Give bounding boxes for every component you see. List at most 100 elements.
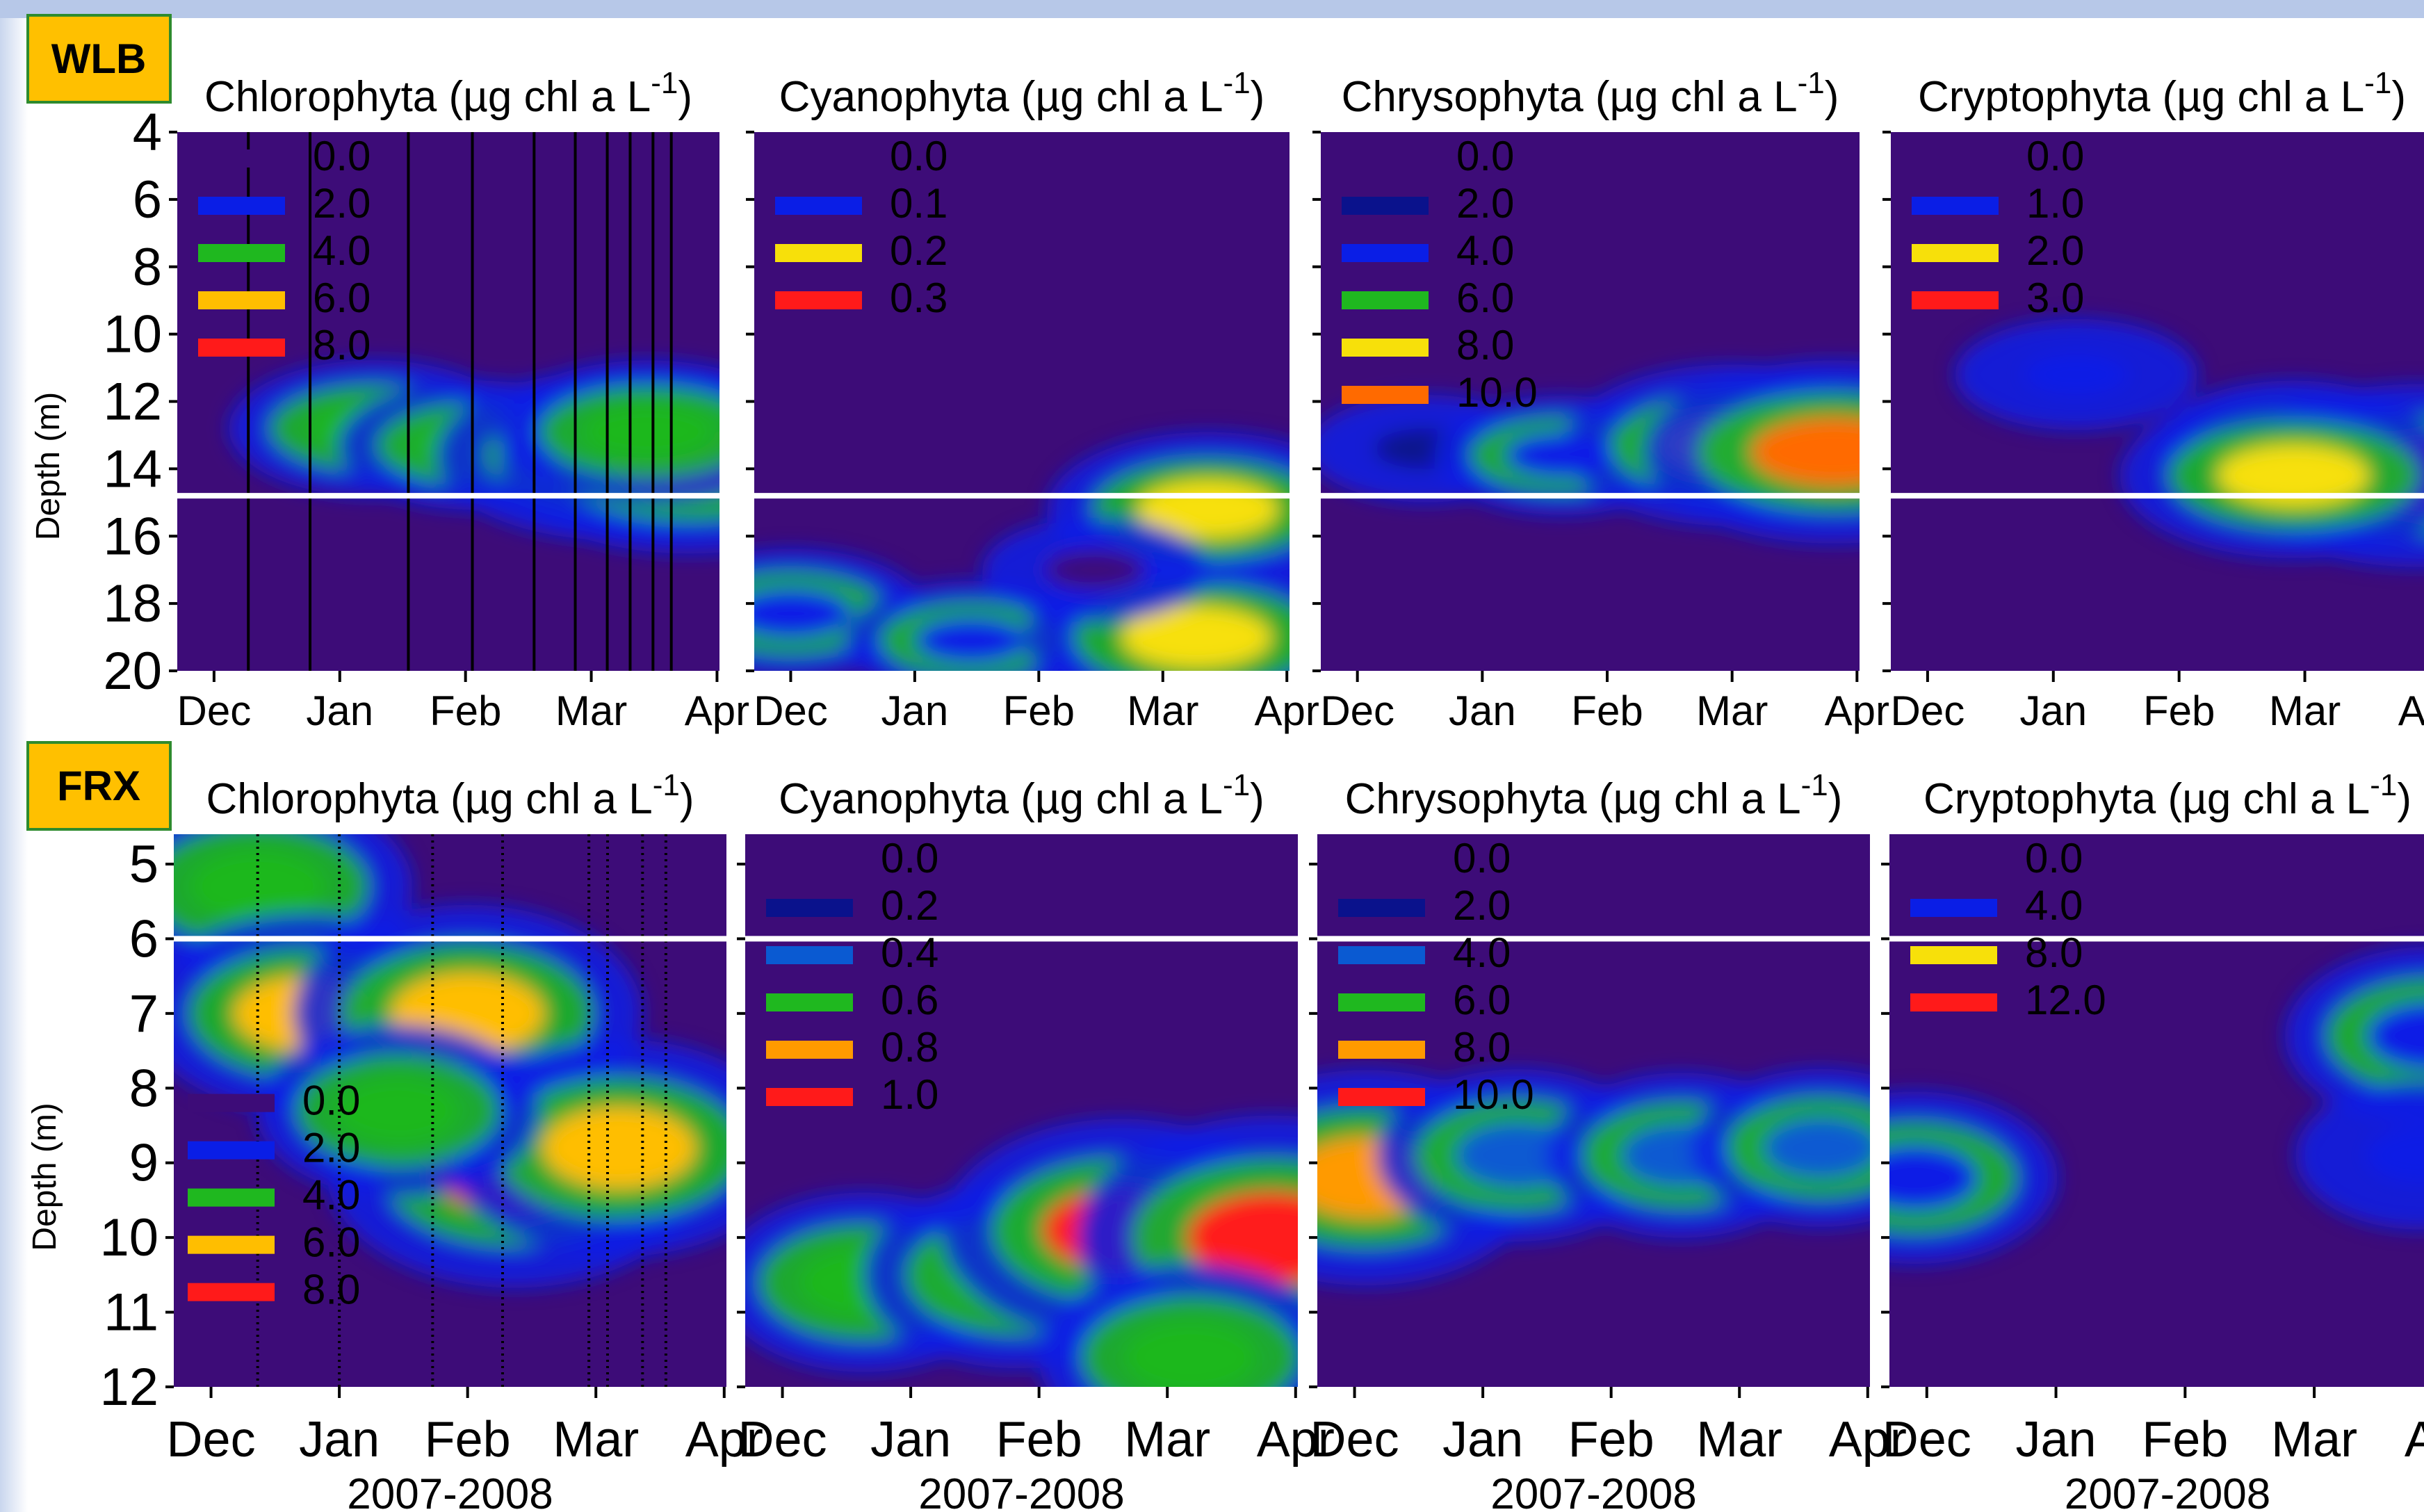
legend-label: 4.0 [1456, 227, 1514, 274]
panel-title-superscript: -1 [2370, 768, 2397, 802]
y-tick-label: 6 [133, 170, 162, 229]
legend-swatch [198, 339, 285, 357]
legend-label: 0.4 [881, 929, 938, 976]
legend-swatch [1338, 899, 1425, 917]
legend-swatch [1912, 149, 1999, 168]
legend-label: 6.0 [1456, 275, 1514, 321]
site-label-box-wlb [26, 14, 172, 104]
panel-title-superscript: -1 [1223, 66, 1251, 100]
legend-label: 0.6 [881, 977, 938, 1023]
site-label-frx: FRX [57, 763, 140, 809]
x-tick-label: Jan [299, 1412, 380, 1468]
legend-swatch [775, 244, 862, 262]
legend-swatch [1912, 291, 1999, 309]
legend-label: 12.0 [2025, 977, 2106, 1023]
legend-swatch [766, 852, 853, 870]
x-tick-label: Apr [685, 1412, 763, 1468]
legend-swatch [1342, 244, 1429, 262]
contour-core [335, 1078, 460, 1144]
legend-swatch [775, 149, 862, 168]
legend-label: 0.0 [302, 1078, 360, 1124]
x-axis-year-label: 2007-2008 [1490, 1470, 1697, 1512]
top-border-bar [0, 0, 2424, 18]
legend-swatch [766, 946, 853, 964]
y-tick-label: 18 [103, 574, 162, 633]
legend-swatch [1338, 946, 1425, 964]
legend-swatch [188, 1283, 275, 1301]
y-tick-label: 9 [129, 1134, 158, 1193]
legend-swatch [198, 197, 285, 215]
legend-label: 4.0 [1453, 929, 1511, 976]
legend-label: 0.1 [890, 180, 947, 227]
contour-core [1187, 1192, 1298, 1284]
x-tick-label: Jan [2019, 688, 2087, 734]
y-tick-label: 8 [129, 1059, 158, 1118]
legend-swatch [1342, 339, 1429, 357]
legend-label: 0.3 [890, 275, 947, 321]
x-tick-label: Feb [430, 688, 501, 734]
panel-title-close: ) [1251, 73, 1265, 121]
legend-label: 4.0 [302, 1172, 360, 1219]
panel-title-superscript: -1 [1223, 768, 1250, 802]
site-label-wlb: WLB [51, 35, 147, 82]
contour-core [542, 1107, 696, 1189]
legend-label: 4.0 [2025, 882, 2083, 929]
x-tick-label: Dec [1320, 688, 1394, 734]
legend-label: 3.0 [2026, 275, 2084, 321]
y-tick-label: 5 [129, 835, 158, 894]
panel-title-close: ) [680, 775, 694, 823]
y-tick-label: 14 [103, 439, 162, 498]
contour-core [1764, 1118, 1870, 1178]
legend-label: 1.0 [881, 1071, 938, 1118]
legend-swatch [766, 1041, 853, 1059]
heatmap-panel-wlb-3: Chrysophyta (µg chl a L-1) 0.02.04.06.08.… [1312, 66, 1889, 734]
legend-swatch [198, 291, 285, 309]
contour-core [2365, 1127, 2424, 1183]
x-tick-label: Jan [1449, 688, 1516, 734]
heatmap-panel-wlb-4: Cryptophyta (µg chl a L-1) 0.01.02.03.0 De… [1882, 66, 2424, 734]
contour-field [1889, 946, 2424, 1265]
heatmap-panel-wlb-2: Cyanophyta (µg chl a L-1) 0.00.10.20.3 Dec… [746, 66, 1319, 734]
legend-swatch [1910, 993, 1997, 1011]
panel-title-superscript: -1 [653, 768, 680, 802]
legend-swatch [198, 244, 285, 262]
contour-core [2217, 444, 2370, 507]
x-tick-label: Jan [870, 1412, 951, 1468]
panel-title-superscript: -1 [1801, 768, 1828, 802]
x-tick-label: Mar [555, 688, 627, 734]
x-tick-label: Dec [754, 688, 828, 734]
legend-swatch [188, 1235, 275, 1254]
legend-label: 2.0 [313, 180, 371, 227]
legend-swatch [775, 197, 862, 215]
legend-label: 0.0 [890, 133, 947, 179]
legend-swatch [1338, 852, 1425, 870]
panel-title-close: ) [1250, 775, 1264, 823]
contour-core [190, 850, 326, 922]
panel-title-superscript: -1 [651, 66, 678, 100]
legend-swatch [188, 1188, 275, 1207]
contour-halo [2295, 1081, 2424, 1230]
legend-swatch [1338, 1088, 1425, 1106]
contour-core [2023, 353, 2130, 396]
contour-core [1751, 417, 1860, 487]
legend-label: 8.0 [313, 322, 371, 368]
legend-label: 0.0 [2025, 835, 2083, 881]
legend-swatch [1910, 899, 1997, 917]
x-tick-label: Feb [425, 1412, 511, 1468]
panel-title: Cryptophyta (µg chl a L-1) [1918, 66, 2406, 121]
x-tick-label: Mar [1696, 1412, 1782, 1468]
contour-core [1121, 606, 1272, 669]
y-tick-label: 12 [103, 373, 162, 432]
legend-label: 8.0 [1453, 1024, 1511, 1071]
legend-label: 0.8 [881, 1024, 938, 1071]
x-tick-label: Dec [1310, 1412, 1399, 1468]
legend-swatch [188, 1094, 275, 1112]
contour-field [1317, 1068, 1870, 1286]
x-axis-year-label: 2007-2008 [347, 1470, 553, 1512]
x-tick-label: Mar [1124, 1412, 1210, 1468]
x-tick-label: Apr [1257, 1412, 1335, 1468]
legend-swatch [1342, 386, 1429, 404]
x-tick-label: Jan [1442, 1412, 1523, 1468]
heatmap-panel-frx-4: Cryptophyta (µg chl a L-1) 0.04.08.012.0 D… [1881, 768, 2424, 1512]
